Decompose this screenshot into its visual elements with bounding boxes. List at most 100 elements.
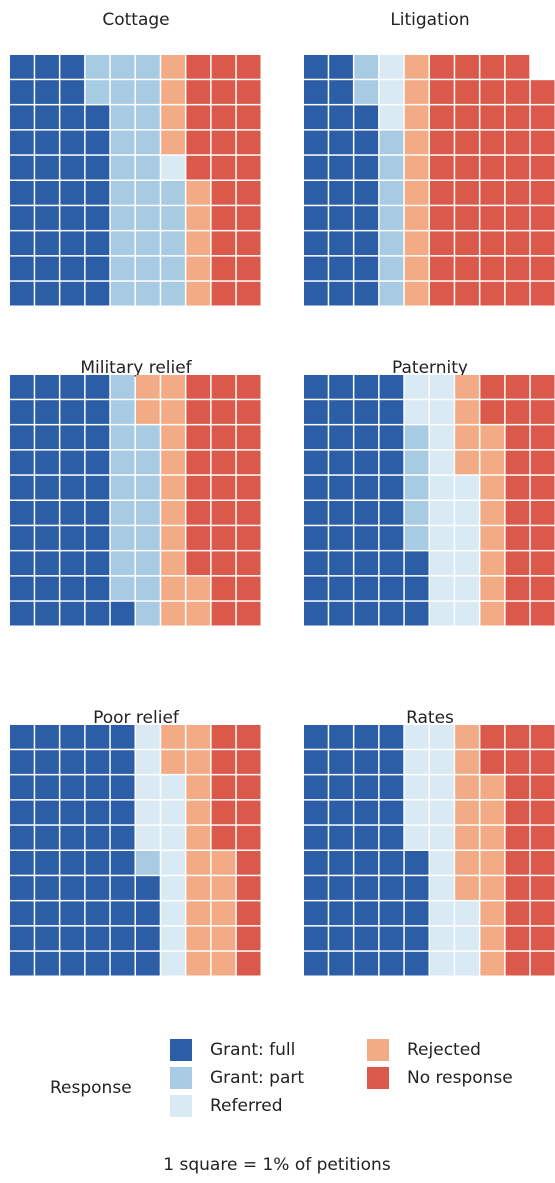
waffle-cell — [505, 256, 530, 281]
waffle-cell — [379, 281, 404, 306]
waffle-cell — [60, 501, 85, 525]
panel-title: Paternity — [392, 358, 468, 378]
waffle-cell — [161, 576, 185, 601]
waffle-cell — [530, 551, 555, 576]
waffle-cell — [10, 375, 34, 399]
waffle-cell — [136, 475, 160, 500]
waffle-cell — [404, 576, 429, 601]
waffle-cell — [329, 576, 353, 601]
waffle-cell — [480, 901, 505, 926]
waffle-cell — [236, 475, 261, 500]
waffle-cell — [430, 901, 454, 926]
waffle-cell — [110, 130, 135, 155]
waffle-cell — [85, 750, 110, 774]
waffle-cell — [304, 800, 328, 825]
waffle-cell — [404, 951, 429, 976]
waffle-cell — [10, 400, 34, 424]
legend-swatch — [170, 1039, 192, 1061]
waffle-cell — [161, 450, 185, 475]
waffle-cell — [211, 425, 236, 450]
waffle-cell — [186, 750, 211, 774]
waffle-cell — [379, 105, 404, 130]
waffle-cell — [110, 926, 135, 951]
waffle-cell — [60, 901, 85, 926]
waffle-cell — [136, 576, 160, 601]
waffle-cell — [186, 425, 211, 450]
waffle-cell — [480, 130, 505, 155]
panel-title: Litigation — [390, 10, 469, 30]
waffle-cell — [329, 80, 353, 104]
waffle-cell — [136, 951, 160, 976]
waffle-cell — [161, 601, 185, 626]
panel-title: Poor relief — [93, 708, 180, 728]
waffle-cell — [329, 800, 353, 825]
waffle-cell — [379, 181, 404, 205]
waffle-cell — [430, 281, 454, 306]
waffle-cell — [304, 400, 328, 424]
waffle-cell — [304, 750, 328, 774]
waffle-cell — [404, 206, 429, 230]
waffle-cell — [211, 775, 236, 800]
waffle-cell — [505, 876, 530, 900]
waffle-cell — [329, 375, 353, 399]
waffle-cell — [186, 775, 211, 800]
waffle-cell — [480, 851, 505, 875]
waffle-cell — [186, 851, 211, 875]
waffle-cell — [329, 601, 353, 626]
waffle-cell — [329, 901, 353, 926]
waffle-cell — [35, 901, 59, 926]
waffle-cell — [136, 130, 160, 155]
waffle-cell — [430, 375, 454, 399]
waffle-cell — [304, 851, 328, 875]
waffle-cell — [136, 775, 160, 800]
waffle-cell — [404, 876, 429, 900]
waffle-cell — [505, 206, 530, 230]
waffle-cell — [35, 825, 59, 850]
waffle-cell — [530, 800, 555, 825]
waffle-cell — [161, 425, 185, 450]
waffle-cell — [329, 105, 353, 130]
waffle-cell — [110, 725, 135, 749]
waffle-cell — [354, 281, 379, 306]
waffle-cell — [354, 55, 379, 79]
waffle-cell — [455, 80, 479, 104]
waffle-cell — [161, 80, 185, 104]
waffle-cell — [161, 181, 185, 205]
waffle-cell — [60, 576, 85, 601]
waffle-cell — [379, 400, 404, 424]
waffle-cell — [10, 576, 34, 601]
waffle-cell — [211, 231, 236, 256]
waffle-cell — [505, 181, 530, 205]
waffle-cell — [136, 206, 160, 230]
waffle-cell — [329, 851, 353, 875]
waffle-cell — [10, 825, 34, 850]
waffle-cell — [211, 926, 236, 951]
waffle-cell — [505, 155, 530, 180]
waffle-cell — [186, 231, 211, 256]
waffle-cell — [480, 501, 505, 525]
waffle-cell — [110, 825, 135, 850]
waffle-cell — [404, 256, 429, 281]
waffle-cell — [211, 876, 236, 900]
waffle-cell — [404, 901, 429, 926]
waffle-cell — [455, 55, 479, 79]
waffle-cell — [530, 475, 555, 500]
waffle-cell — [404, 551, 429, 576]
waffle-cell — [530, 951, 555, 976]
waffle-cell — [430, 80, 454, 104]
waffle-cell — [161, 951, 185, 976]
waffle-cell — [404, 105, 429, 130]
waffle-cell — [35, 750, 59, 774]
waffle-cell — [60, 206, 85, 230]
waffle-cell — [354, 80, 379, 104]
waffle-cell — [35, 55, 59, 79]
waffle-cell — [480, 475, 505, 500]
waffle-cell — [60, 231, 85, 256]
waffle-cell — [161, 206, 185, 230]
waffle-cell — [530, 375, 555, 399]
waffle-cell — [236, 501, 261, 525]
waffle-cell — [161, 800, 185, 825]
waffle-cell — [530, 876, 555, 900]
waffle-cell — [85, 851, 110, 875]
